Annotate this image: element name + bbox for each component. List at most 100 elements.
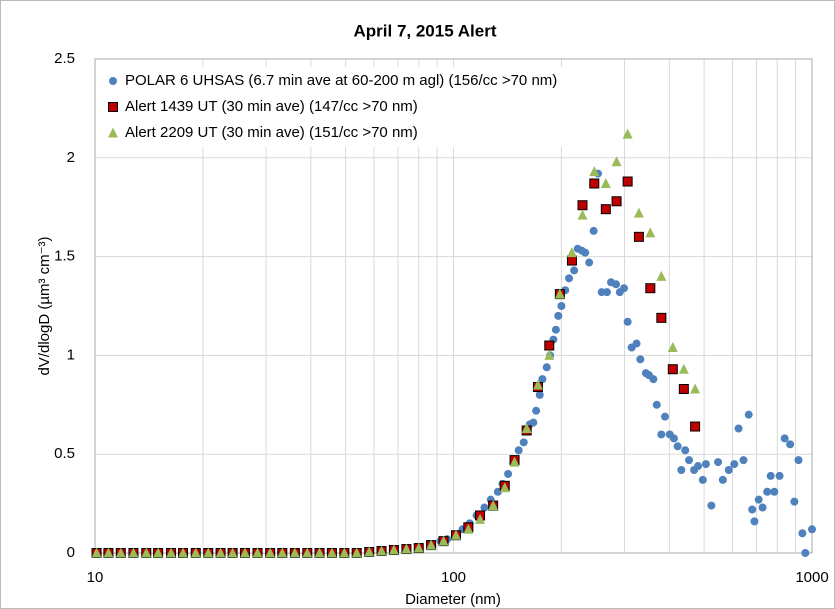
marker-triangle	[289, 547, 300, 558]
marker-triangle	[115, 547, 126, 558]
marker-circle	[718, 475, 727, 484]
marker-circle	[581, 248, 590, 257]
marker-triangle	[488, 500, 499, 511]
marker-circle	[623, 317, 632, 326]
marker-triangle	[645, 227, 656, 238]
marker-circle	[557, 302, 566, 310]
x-axis-label: Diameter (nm)	[405, 591, 501, 608]
marker-triangle	[678, 363, 689, 374]
marker-circle	[677, 466, 686, 475]
marker-square	[622, 176, 633, 187]
marker-circle	[514, 446, 523, 455]
y-tick-label: 1	[67, 346, 75, 363]
marker-circle	[636, 355, 645, 364]
marker-triangle	[577, 209, 588, 220]
marker-square	[577, 200, 588, 211]
marker-triangle	[554, 288, 565, 299]
x-tick-label: 1000	[795, 569, 828, 586]
marker-circle	[570, 266, 579, 275]
marker-circle	[698, 475, 707, 484]
marker-circle	[657, 430, 666, 439]
marker-triangle	[227, 547, 238, 558]
marker-circle	[649, 375, 658, 384]
marker-triangle	[622, 128, 633, 139]
marker-triangle	[302, 547, 313, 558]
legend-label: Alert 2209 UT (30 min ave) (151/cc >70 n…	[125, 124, 418, 141]
marker-triangle	[463, 523, 474, 534]
marker-square	[667, 364, 678, 375]
marker-triangle	[388, 544, 399, 555]
y-tick-label: 2.5	[54, 50, 75, 67]
marker-triangle	[339, 547, 350, 558]
marker-circle	[519, 438, 528, 447]
marker-triangle	[690, 383, 701, 394]
marker-circle	[538, 375, 547, 384]
marker-square	[690, 421, 701, 432]
marker-triangle	[426, 539, 437, 550]
marker-triangle	[667, 341, 678, 352]
marker-triangle	[103, 547, 114, 558]
marker-square	[645, 283, 656, 294]
marker-triangle	[190, 547, 201, 558]
y-tick-label: 2	[67, 149, 75, 166]
marker-circle	[612, 280, 621, 289]
marker-square	[633, 231, 644, 242]
marker-circle	[554, 311, 563, 320]
marker-triangle	[544, 349, 555, 360]
marker-triangle	[153, 547, 164, 558]
marker-triangle	[600, 177, 611, 188]
chart-title: April 7, 2015 Alert	[354, 21, 497, 40]
marker-triangle	[521, 423, 532, 434]
marker-circle	[714, 458, 723, 467]
x-tick-label: 100	[441, 569, 466, 586]
marker-circle	[780, 434, 789, 443]
marker-triangle	[166, 547, 177, 558]
marker-circle	[786, 440, 795, 449]
marker-circle	[551, 325, 560, 334]
plot-area	[94, 58, 813, 554]
marker-triangle	[475, 513, 486, 524]
marker-circle	[589, 226, 598, 235]
marker-circle	[602, 288, 611, 297]
marker-circle	[758, 503, 767, 512]
marker-triangle	[611, 156, 622, 167]
marker-circle	[585, 258, 594, 267]
marker-circle	[794, 456, 803, 465]
marker-triangle	[128, 547, 139, 558]
marker-circle	[109, 77, 117, 85]
marker-triangle	[499, 482, 510, 493]
marker-circle	[673, 442, 682, 451]
marker-triangle	[203, 547, 214, 558]
marker-triangle	[326, 547, 337, 558]
marker-circle	[724, 466, 733, 475]
y-tick-label: 0	[67, 544, 75, 561]
marker-circle	[808, 525, 816, 534]
marker-circle	[707, 501, 716, 510]
marker-square	[544, 340, 555, 351]
marker-triangle	[108, 127, 118, 138]
series	[91, 128, 701, 558]
marker-circle	[739, 456, 748, 465]
marker-triangle	[364, 546, 375, 557]
marker-triangle	[314, 547, 325, 558]
marker-square	[566, 255, 577, 266]
marker-circle	[701, 460, 710, 469]
y-tick-label: 1.5	[54, 248, 75, 265]
marker-triangle	[566, 247, 577, 258]
marker-square	[589, 178, 600, 189]
marker-circle	[660, 412, 669, 421]
marker-circle	[681, 446, 690, 455]
marker-square	[656, 312, 667, 323]
marker-triangle	[633, 207, 644, 218]
marker-circle	[529, 418, 538, 427]
marker-triangle	[401, 543, 412, 554]
legend-label: Alert 1439 UT (30 min ave) (147/cc >70 n…	[125, 98, 418, 115]
marker-triangle	[141, 547, 152, 558]
marker-triangle	[91, 547, 102, 558]
marker-circle	[632, 339, 641, 348]
marker-triangle	[656, 270, 667, 281]
x-tick-label: 10	[87, 569, 104, 586]
marker-circle	[754, 495, 763, 504]
legend-label: POLAR 6 UHSAS (6.7 min ave at 60-200 m a…	[125, 72, 557, 89]
